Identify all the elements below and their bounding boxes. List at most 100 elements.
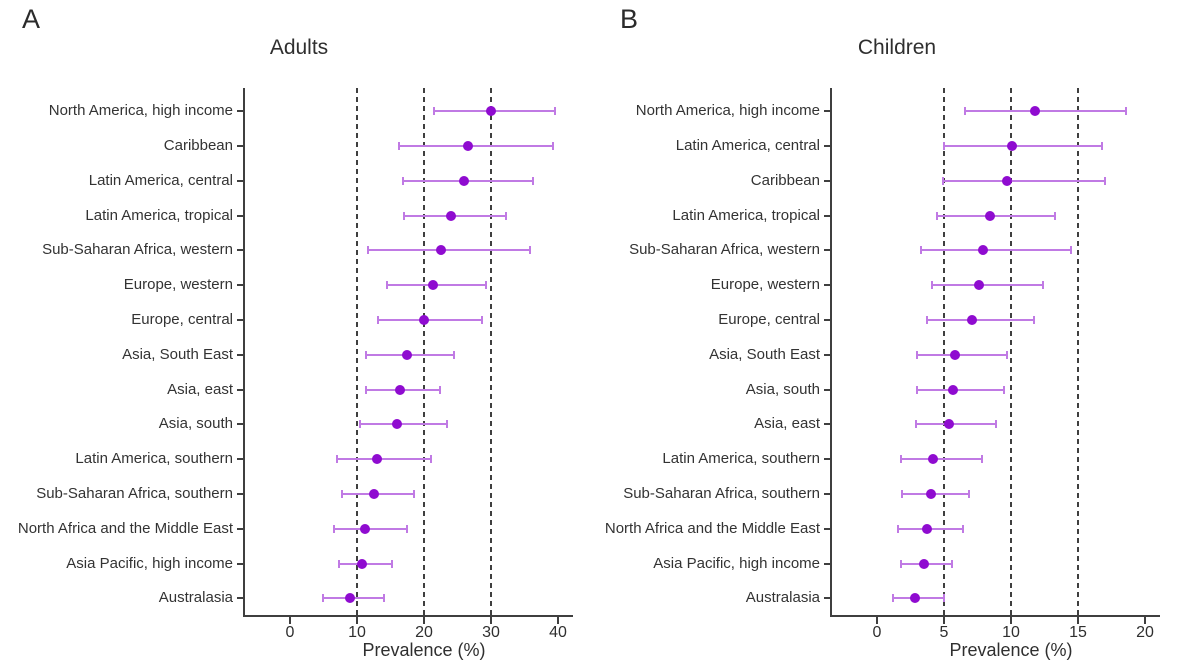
ci-cap-left [402,176,405,185]
x-axis-tick [1010,617,1012,624]
y-axis-tick [824,110,830,113]
data-point [948,384,959,395]
category-label: Latin America, southern [662,450,820,468]
category-label: Asia, south [745,380,820,398]
ci-cap-left [321,594,324,603]
x-tick-label: 10 [348,624,366,641]
data-point [967,315,978,326]
ci-cap-left [402,211,405,220]
ci-cap-left [930,281,933,290]
panel-letter-b: B [620,4,639,34]
category-label: Europe, central [131,311,233,329]
confidence-interval-bar [965,110,1127,113]
data-point [1001,175,1012,186]
x-axis-tick [490,617,492,624]
y-axis-line [243,88,245,615]
y-axis-tick [237,597,243,600]
data-point [427,280,438,291]
data-point [909,593,920,604]
x-tick-label: 15 [1069,624,1087,641]
confidence-interval-bar [902,492,970,495]
data-point [372,454,383,465]
category-label: Sub-Saharan Africa, southern [36,484,233,502]
ci-cap-left [333,524,336,533]
data-point [486,106,496,117]
confidence-interval-bar [917,388,1005,391]
confidence-interval-bar [937,214,1056,217]
ci-cap-left [358,420,361,429]
y-axis-tick [824,423,830,426]
category-label: Asia Pacific, high income [653,554,820,572]
category-label: Caribbean [163,137,233,155]
y-axis-tick [824,284,830,287]
panel-adults: A Adults 0 10 20 30 40 North America, high in… [18,4,573,660]
y-axis-tick [824,597,830,600]
data-point [1007,141,1018,152]
data-point [345,593,356,604]
category-label: Asia, South East [709,345,820,363]
y-axis-tick [237,214,243,217]
reference-line [356,88,358,615]
category-label: North America, high income [48,102,233,120]
x-tick-label: 0 [285,624,295,641]
x-tick-label: 20 [1136,624,1154,641]
ci-cap-right [505,211,508,220]
ci-cap-right [961,524,964,533]
category-label: Europe, western [710,276,820,294]
x-tick-label: 30 [482,624,500,641]
panel-letter-a: A [22,4,41,34]
ci-cap-left [964,107,967,116]
x-axis-tick [876,617,878,624]
ci-cap-right [528,246,531,255]
confidence-interval-bar [931,284,1044,287]
x-axis-tick [943,617,945,624]
y-axis-tick [824,145,830,148]
data-point [445,210,456,221]
data-point [392,419,403,430]
ci-cap-right [1070,246,1073,255]
ci-cap-right [980,455,983,464]
y-axis-tick [237,458,243,461]
ci-cap-right [1103,176,1106,185]
y-axis-tick [237,284,243,287]
category-label: Asia, south [158,415,233,433]
y-axis-tick [237,110,243,113]
data-point [984,210,995,221]
x-axis-tick [289,617,291,624]
data-point [368,488,379,499]
ci-cap-right [453,350,456,359]
y-axis-tick [237,492,243,495]
x-axis-tick [1144,617,1146,624]
y-axis-tick [824,458,830,461]
ci-cap-right [1054,211,1057,220]
ci-cap-left [916,350,919,359]
confidence-interval-bar [378,319,482,322]
ci-cap-left [920,246,923,255]
data-point [394,384,405,395]
ci-cap-right [412,489,415,498]
ci-cap-left [386,281,389,290]
ci-cap-right [485,281,488,290]
ci-cap-left [433,107,436,116]
reference-line [1010,88,1012,615]
confidence-interval-bar [926,319,1034,322]
y-axis-line [830,88,832,615]
category-label: Asia, east [167,380,233,398]
ci-cap-left [365,350,368,359]
y-axis-tick [824,249,830,252]
ci-cap-right [968,489,971,498]
category-label: Australasia [745,589,820,607]
category-label: Caribbean [750,171,820,189]
category-label: North Africa and the Middle East [604,519,820,537]
y-axis-tick [824,492,830,495]
x-tick-label: 10 [1002,624,1020,641]
y-axis-tick [237,249,243,252]
ci-cap-right [1042,281,1045,290]
ci-cap-left [925,316,928,325]
ci-cap-right [532,176,535,185]
confidence-interval-bar [944,145,1103,148]
confidence-interval-bar [942,179,1105,182]
data-point [918,558,929,569]
ci-cap-right [382,594,385,603]
